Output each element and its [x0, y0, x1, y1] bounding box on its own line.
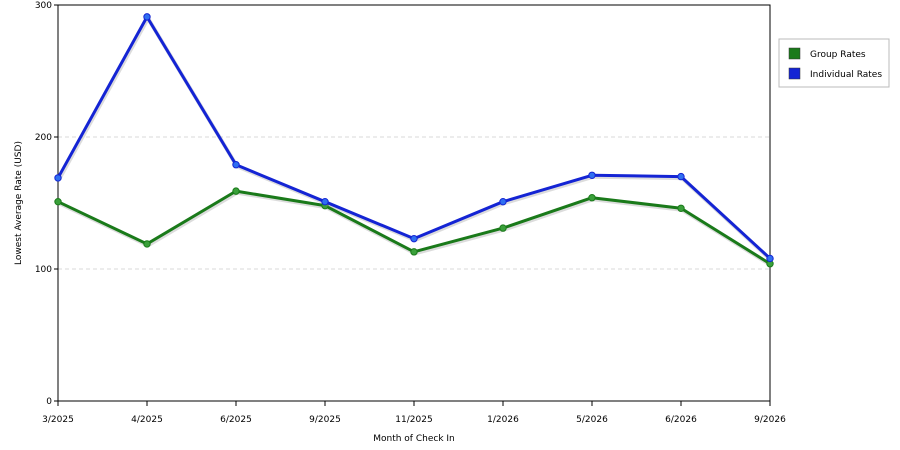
legend-swatch [788, 67, 801, 80]
data-point [410, 234, 418, 243]
data-point [588, 171, 596, 179]
data-point [410, 248, 418, 256]
data-point [677, 172, 685, 181]
x-tick-label: 5/2026 [576, 415, 608, 425]
x-axis-title: Month of Check In [373, 434, 455, 444]
data-point [766, 254, 774, 263]
series-1 [54, 13, 774, 263]
data-point [232, 187, 240, 195]
series-0 [54, 187, 774, 268]
y-tick-label: 200 [35, 133, 52, 143]
legend: Group Rates Individual Rates [778, 38, 890, 88]
data-point [499, 197, 507, 206]
y-axis-ticks: 0 100 200 300 [35, 1, 58, 407]
x-tick-label: 4/2025 [131, 415, 163, 425]
data-point [143, 240, 151, 248]
x-tick-label: 9/2025 [309, 415, 341, 425]
x-tick-label: 6/2025 [220, 415, 252, 425]
series-line [56, 15, 772, 260]
x-tick-label: 11/2025 [395, 415, 432, 425]
data-point [54, 197, 62, 206]
legend-swatch [788, 47, 801, 60]
data-point [143, 13, 151, 21]
x-tick-label: 3/2025 [42, 415, 74, 425]
legend-label: Individual Rates [810, 70, 882, 80]
legend-label: Group Rates [810, 50, 866, 60]
data-point [677, 204, 685, 212]
data-point [321, 197, 329, 206]
y-axis-title: Lowest Average Rate (USD) [14, 141, 24, 265]
y-tick-label: 300 [35, 1, 52, 11]
data-point [588, 194, 596, 202]
x-axis-ticks: 3/2025 4/2025 6/2025 9/2025 11/2025 1/2026 5/2… [42, 401, 786, 425]
data-point [499, 224, 507, 232]
x-tick-label: 9/2026 [754, 415, 786, 425]
plot-area-frame [57, 4, 771, 402]
x-tick-label: 1/2026 [487, 415, 519, 425]
series-lines [54, 13, 774, 268]
y-tick-label: 100 [35, 265, 52, 275]
x-tick-label: 6/2026 [665, 415, 697, 425]
y-tick-label: 0 [46, 397, 52, 407]
data-point [54, 174, 62, 182]
data-point [232, 161, 240, 169]
series-line-shadow [57, 14, 773, 262]
